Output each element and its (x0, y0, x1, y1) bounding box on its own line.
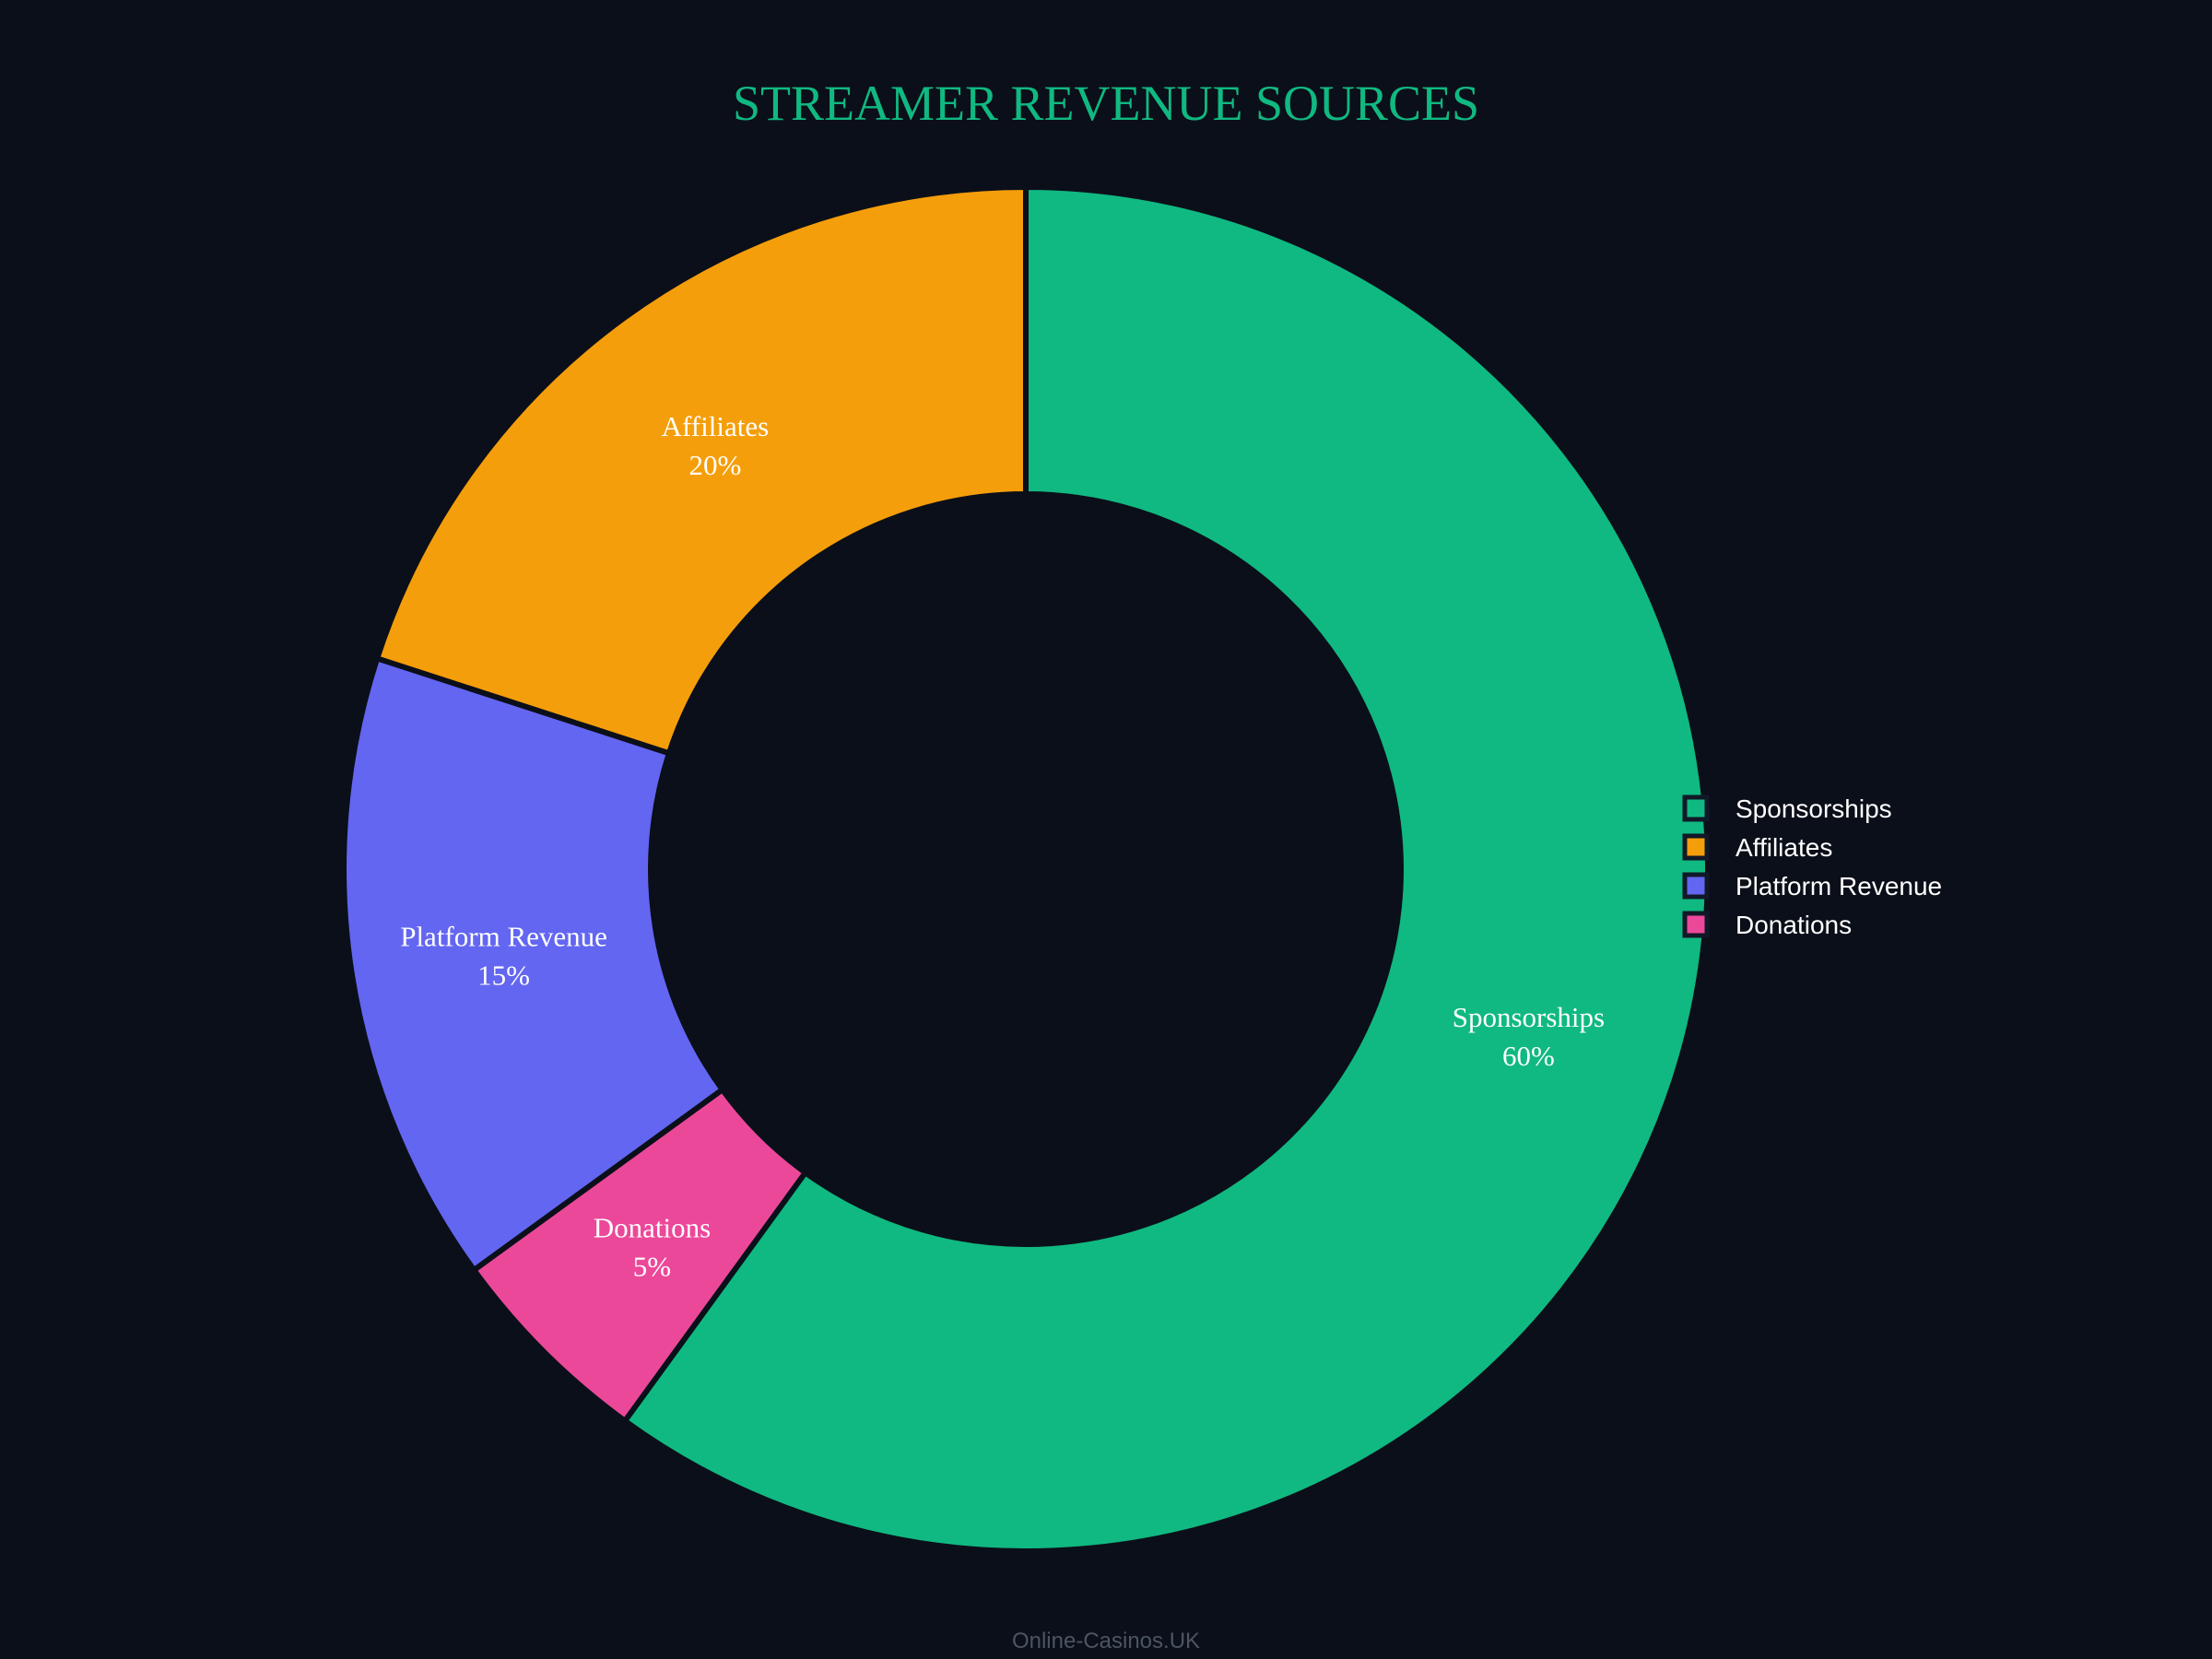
legend-label-sponsorships[interactable]: Sponsorships (1735, 794, 1892, 823)
slice-label-donations: Donations (594, 1212, 711, 1244)
legend-swatch-platform-revenue[interactable] (1682, 872, 1710, 900)
slice-percent-sponsorships: 60% (1502, 1040, 1555, 1072)
slice-affiliates (373, 183, 1029, 758)
slice-percent-donations: 5% (633, 1251, 671, 1283)
slice-label-sponsorships: Sponsorships (1453, 1001, 1605, 1033)
slice-sponsorships (620, 183, 1711, 1554)
slice-percent-platform-revenue: 15% (477, 959, 530, 992)
legend-label-affiliates[interactable]: Affiliates (1735, 833, 1832, 862)
slice-platform-revenue (341, 654, 726, 1275)
chart-title: STREAMER REVENUE SOURCES (733, 76, 1479, 131)
legend-swatch-affiliates[interactable] (1682, 833, 1710, 861)
slice-label-affiliates: Affiliates (662, 410, 770, 442)
legend: Sponsorships Affiliates Platform Revenue Do… (1682, 794, 1942, 939)
slice-percent-affiliates: 20% (688, 449, 741, 481)
legend-label-platform-revenue[interactable]: Platform Revenue (1735, 872, 1942, 900)
footer-watermark: Online-Casinos.UK (1012, 1629, 1200, 1653)
legend-label-donations[interactable]: Donations (1735, 911, 1852, 939)
slice-label-platform-revenue: Platform Revenue (400, 921, 607, 953)
slice-labels-group: Sponsorships 60% Donations 5% Platform Reven… (400, 410, 1605, 1282)
legend-swatch-donations[interactable] (1682, 911, 1710, 938)
slices-group (341, 183, 1711, 1554)
legend-swatch-sponsorships[interactable] (1682, 794, 1710, 822)
